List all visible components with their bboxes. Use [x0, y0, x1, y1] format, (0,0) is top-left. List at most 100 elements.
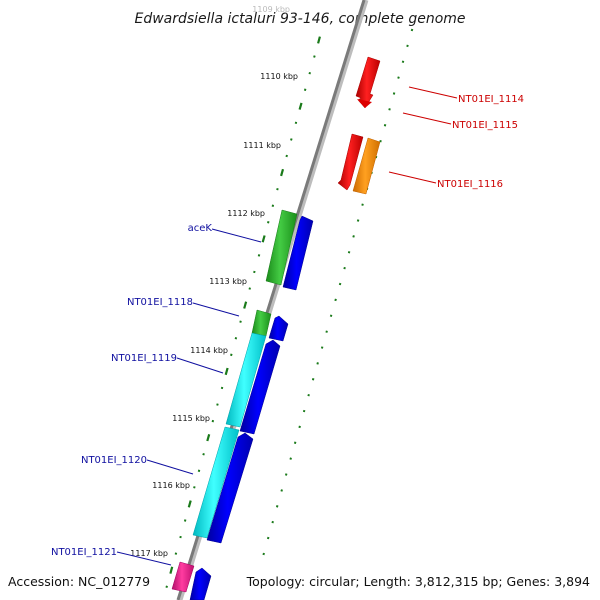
tick-dot	[211, 419, 215, 423]
leader-line	[146, 459, 194, 475]
tick-dot	[248, 287, 251, 290]
tick-dot	[343, 266, 346, 270]
gene-label-NT01EI_1115[interactable]: NT01EI_1115	[452, 120, 518, 131]
leader-line	[116, 551, 172, 566]
tick-dot	[220, 386, 224, 390]
tick-label: 1110 kbp	[260, 72, 298, 81]
gene-bar-cyan	[192, 426, 240, 539]
tick-dot	[302, 409, 306, 413]
tick-dot	[392, 92, 396, 95]
tick-major	[187, 500, 192, 508]
gene-arrow-blue	[189, 567, 212, 600]
tick-dot	[308, 71, 311, 75]
tick-dot	[202, 452, 205, 456]
gene-arrow-orange	[352, 137, 381, 195]
gene-NT01EI_1116[interactable]	[337, 133, 381, 195]
tick-dot	[329, 314, 333, 318]
tick-dot	[165, 585, 168, 589]
tick-label: 1116 kbp	[152, 481, 190, 490]
gene-label-NT01EI_1114[interactable]: NT01EI_1114	[458, 94, 524, 105]
gene-NT01EI_1115	[357, 99, 372, 108]
gene-NT01EI_1121[interactable]	[171, 561, 212, 600]
leader-line	[211, 228, 262, 243]
leader-line	[408, 86, 458, 99]
leader-line	[176, 357, 224, 374]
gene-label-NT01EI_1119[interactable]: NT01EI_1119	[111, 353, 177, 364]
gene-bar-pink	[171, 561, 195, 593]
tick-label: 1114 kbp	[190, 346, 228, 355]
tick-label: 1109 kbp	[252, 5, 290, 14]
gene-arrow-blue	[239, 339, 281, 435]
tick-major	[298, 102, 303, 110]
tick-dot	[311, 378, 315, 381]
gene-NT01EI_1120[interactable]	[192, 426, 254, 544]
tick-major	[206, 433, 211, 442]
tick-dot	[379, 139, 382, 143]
tick-dot	[410, 28, 414, 32]
tick-dot	[352, 235, 355, 238]
map-title: Edwardsiella ictaluri 93-146, complete g…	[134, 11, 465, 27]
gene-label-NT01EI_1121[interactable]: NT01EI_1121	[51, 547, 117, 558]
tick-dot	[285, 154, 288, 158]
tick-dot	[262, 552, 265, 556]
gene-label-NT01EI_1120[interactable]: NT01EI_1120	[81, 455, 147, 466]
tick-dot	[276, 187, 279, 191]
gene-NT01EI_1119[interactable]	[225, 332, 281, 435]
tick-dot	[401, 60, 405, 64]
gene-NT01EI_1118[interactable]	[251, 309, 289, 342]
tick-major	[280, 168, 285, 177]
tick-dot	[290, 138, 293, 141]
tick-dot	[234, 336, 238, 340]
leader-line	[192, 302, 240, 317]
tick-dot	[271, 204, 275, 207]
gene-bar-cyan	[225, 332, 267, 428]
tick-label: 1111 kbp	[243, 141, 281, 150]
tick-dot	[253, 270, 256, 274]
tick-label: 1117 kbp	[130, 549, 168, 558]
gene-arrow-blue	[282, 215, 314, 291]
gene-arrow	[357, 99, 372, 108]
tick-dot	[239, 320, 242, 323]
tick-major	[169, 566, 174, 574]
tick-dot	[183, 519, 187, 522]
tick-dot	[316, 362, 319, 365]
tick-label: 1112 kbp	[227, 209, 265, 218]
tick-dot	[230, 353, 233, 357]
tick-dot	[197, 469, 201, 473]
tick-label: 1115 kbp	[172, 414, 210, 423]
tick-dot	[280, 489, 283, 492]
tick-dot	[320, 346, 324, 349]
tick-dot	[307, 393, 310, 397]
tick-dot	[266, 536, 270, 540]
gene-aceK[interactable]	[265, 209, 314, 291]
gene-bar-green	[251, 309, 272, 337]
gene-label-NT01EI_1116[interactable]: NT01EI_1116	[437, 179, 503, 190]
tick-dot	[267, 221, 270, 224]
tick-major	[243, 301, 248, 309]
tick-dot	[325, 330, 328, 333]
tick-dot	[361, 203, 364, 206]
leader-line	[402, 112, 452, 125]
gene-label-NT01EI_1118[interactable]: NT01EI_1118	[127, 297, 193, 308]
tick-dot	[338, 282, 342, 286]
tick-dot	[313, 55, 316, 58]
tick-dot	[397, 76, 400, 79]
tick-dot	[216, 403, 219, 406]
tick-dot	[347, 250, 351, 254]
tick-major	[224, 367, 229, 376]
tick-dot	[174, 552, 178, 555]
tick-dot	[257, 254, 261, 257]
accession-text: Accession: NC_012779	[8, 574, 150, 589]
tick-dot	[289, 457, 292, 460]
genome-summary-text: Topology: circular; Length: 3,812,315 bp…	[246, 574, 590, 589]
gene-label-aceK[interactable]: aceK	[188, 223, 213, 234]
tick-dot	[193, 486, 196, 489]
tick-dot	[275, 505, 279, 508]
tick-dot	[406, 44, 409, 48]
gc-tick-track	[262, 28, 414, 556]
tick-dot	[293, 441, 297, 444]
tick-dot	[303, 88, 307, 91]
tick-dot	[383, 124, 387, 127]
gene-arrow-blue	[206, 432, 254, 544]
